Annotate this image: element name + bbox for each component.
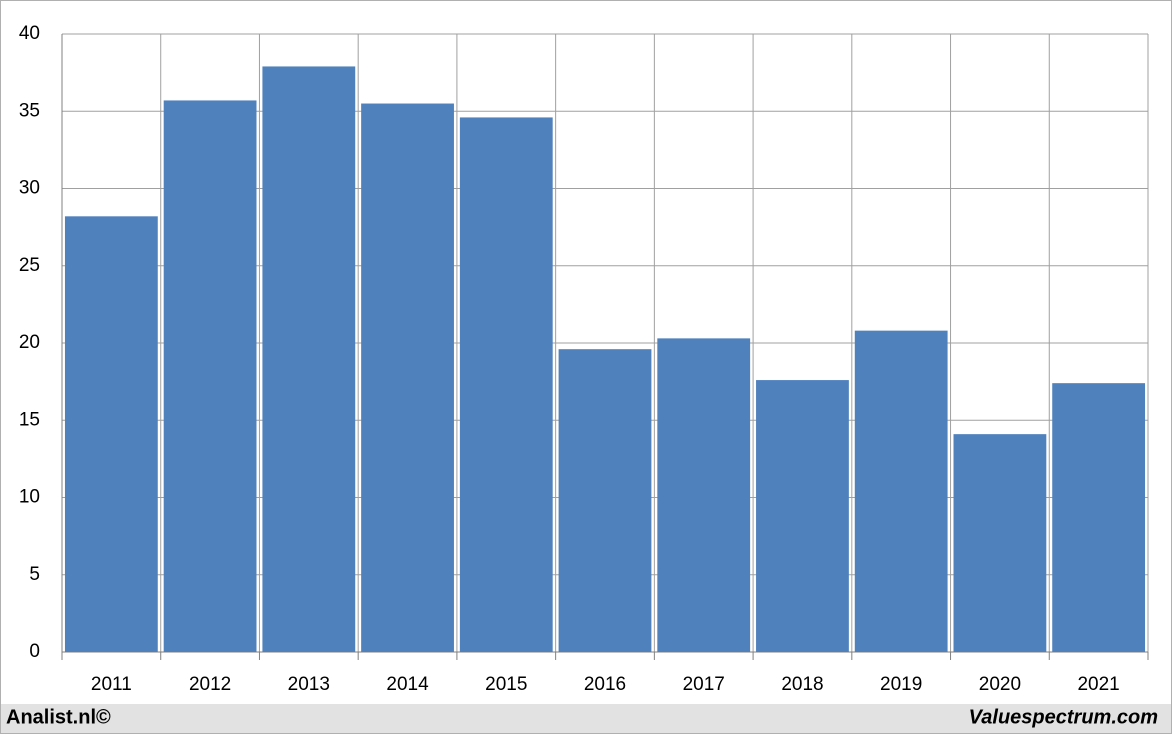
bar — [854, 330, 948, 652]
bar — [262, 66, 356, 652]
x-tick-label: 2020 — [979, 674, 1021, 695]
x-tick-label: 2012 — [189, 674, 231, 695]
footer-left: Analist.nl© — [6, 706, 111, 728]
y-tick-label: 10 — [19, 487, 40, 508]
bar — [657, 338, 751, 652]
bar — [1052, 383, 1146, 652]
bar — [163, 100, 257, 652]
bar — [756, 380, 849, 652]
x-tick-label: 2021 — [1077, 674, 1119, 695]
footer-band — [1, 704, 1171, 733]
x-tick-label: 2016 — [584, 674, 626, 695]
y-tick-label: 5 — [29, 564, 40, 585]
x-tick-label: 2015 — [485, 674, 527, 695]
bar — [558, 349, 652, 652]
x-tick-label: 2014 — [386, 674, 429, 695]
bar — [64, 216, 158, 652]
x-tick-label: 2018 — [781, 674, 823, 695]
y-tick-label: 30 — [19, 178, 40, 199]
y-tick-label: 35 — [19, 100, 40, 121]
footer-right: Valuespectrum.com — [969, 706, 1158, 728]
bar — [459, 117, 553, 653]
bar — [361, 103, 454, 652]
y-tick-label: 0 — [29, 641, 40, 662]
x-tick-label: 2019 — [880, 674, 922, 695]
x-tick-label: 2011 — [91, 674, 132, 695]
y-tick-label: 25 — [19, 255, 40, 276]
y-tick-label: 15 — [19, 409, 40, 430]
y-tick-label: 20 — [19, 332, 40, 353]
y-tick-label: 40 — [19, 23, 40, 44]
x-tick-label: 2017 — [683, 674, 725, 695]
bar — [953, 434, 1047, 652]
x-tick-label: 2013 — [288, 674, 330, 695]
